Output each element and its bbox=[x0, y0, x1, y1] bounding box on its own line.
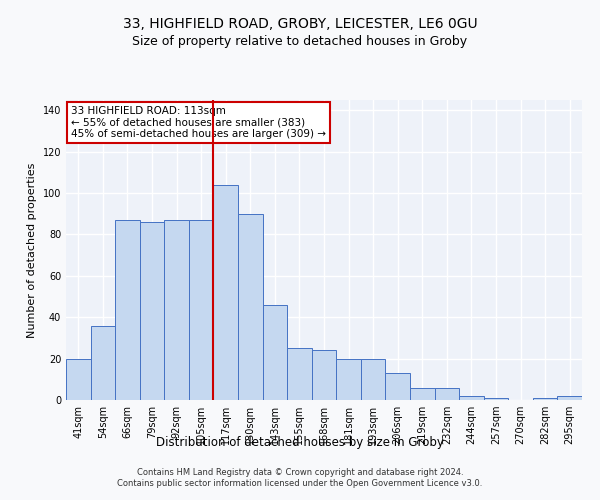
Bar bbox=[189, 220, 214, 400]
Bar bbox=[91, 326, 115, 400]
Text: 33 HIGHFIELD ROAD: 113sqm
← 55% of detached houses are smaller (383)
45% of semi: 33 HIGHFIELD ROAD: 113sqm ← 55% of detac… bbox=[71, 106, 326, 139]
Bar bbox=[459, 396, 484, 400]
Bar bbox=[410, 388, 434, 400]
Text: Distribution of detached houses by size in Groby: Distribution of detached houses by size … bbox=[156, 436, 444, 449]
Bar bbox=[263, 305, 287, 400]
Bar bbox=[214, 185, 238, 400]
Text: Contains HM Land Registry data © Crown copyright and database right 2024.
Contai: Contains HM Land Registry data © Crown c… bbox=[118, 468, 482, 487]
Bar bbox=[115, 220, 140, 400]
Bar bbox=[336, 358, 361, 400]
Text: 33, HIGHFIELD ROAD, GROBY, LEICESTER, LE6 0GU: 33, HIGHFIELD ROAD, GROBY, LEICESTER, LE… bbox=[122, 18, 478, 32]
Bar bbox=[361, 358, 385, 400]
Bar bbox=[312, 350, 336, 400]
Bar bbox=[164, 220, 189, 400]
Text: Size of property relative to detached houses in Groby: Size of property relative to detached ho… bbox=[133, 35, 467, 48]
Bar bbox=[238, 214, 263, 400]
Bar bbox=[287, 348, 312, 400]
Bar bbox=[434, 388, 459, 400]
Y-axis label: Number of detached properties: Number of detached properties bbox=[27, 162, 37, 338]
Bar bbox=[385, 373, 410, 400]
Bar bbox=[484, 398, 508, 400]
Bar bbox=[140, 222, 164, 400]
Bar bbox=[533, 398, 557, 400]
Bar bbox=[66, 358, 91, 400]
Bar bbox=[557, 396, 582, 400]
